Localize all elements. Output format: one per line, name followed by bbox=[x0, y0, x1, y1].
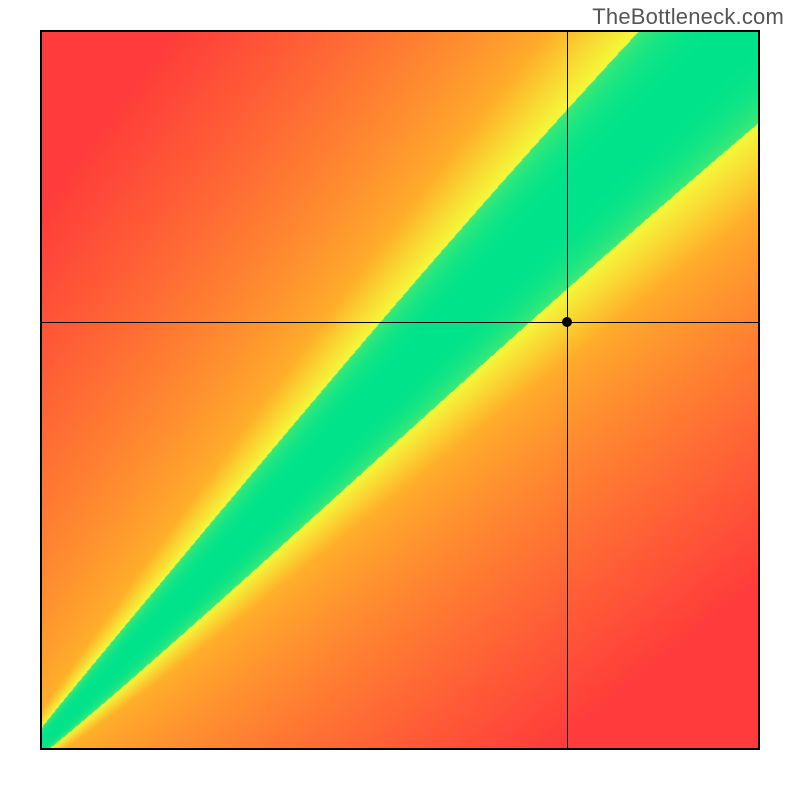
heatmap-canvas bbox=[40, 30, 760, 750]
crosshair-horizontal bbox=[40, 322, 760, 323]
watermark-text: TheBottleneck.com bbox=[592, 4, 784, 30]
plot-area bbox=[40, 30, 760, 750]
crosshair-vertical bbox=[567, 30, 568, 750]
chart-container: TheBottleneck.com bbox=[0, 0, 800, 800]
crosshair-marker bbox=[562, 317, 572, 327]
